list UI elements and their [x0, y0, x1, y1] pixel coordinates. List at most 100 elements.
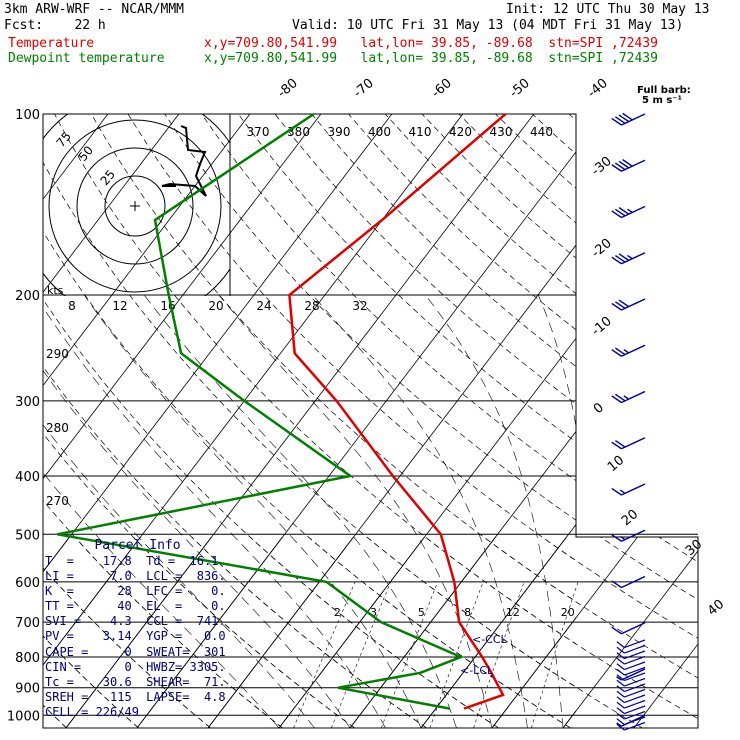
- theta-label: 410: [409, 125, 432, 139]
- isotherm: [491, 617, 576, 728]
- moist-adiabat: [218, 294, 493, 728]
- parcel-info-title: Parcel Info: [94, 538, 181, 553]
- barb-flag: [616, 718, 625, 725]
- barb-staff: [624, 655, 646, 665]
- speed-tick-label: 32: [352, 299, 367, 313]
- wind-barb-low: [616, 666, 646, 676]
- dry-adiabat: [43, 635, 139, 728]
- parcel-row: LI = 7.0 LCL = 836.: [45, 569, 226, 584]
- barb-legend-title: Full barb:: [637, 85, 691, 96]
- hodograph-center: [130, 201, 140, 211]
- moist-adiabat: [43, 306, 386, 728]
- mixing-ratio-label: 5: [418, 606, 425, 619]
- barb-half: [616, 722, 622, 727]
- wind-barb-low: [616, 644, 646, 654]
- dry-adiabat: [275, 114, 740, 728]
- isotherm-label: 20: [619, 507, 641, 529]
- barb-half: [616, 676, 622, 681]
- barb-staff: [624, 672, 646, 682]
- barb-flag: [611, 117, 622, 126]
- barb-flag: [611, 580, 622, 589]
- isotherm: [634, 114, 740, 728]
- theta-label-left: 290: [46, 347, 69, 361]
- barb-staff: [624, 694, 646, 704]
- isotherm: [43, 114, 393, 573]
- speed-tick-label: 24: [256, 299, 271, 313]
- wind-barb-low: [616, 639, 646, 649]
- hodograph-ring-label: 25: [98, 167, 119, 188]
- theta-label-left: 280: [46, 421, 69, 435]
- isotherm-label: -10: [589, 314, 615, 339]
- dry-adiabat: [532, 114, 576, 155]
- isotherm: [562, 710, 576, 728]
- barb-staff: [621, 390, 646, 404]
- mixing-ratio-label: 3: [370, 606, 377, 619]
- isotherm: [562, 550, 698, 728]
- barb-flag: [611, 302, 622, 311]
- wind-barb-low: [616, 677, 646, 687]
- barb-flag: [615, 208, 626, 217]
- dry-adiabat: [349, 114, 740, 728]
- isotherm-label: 0: [591, 400, 607, 417]
- moist-adiabat: [83, 294, 422, 728]
- barb-flag: [616, 685, 625, 692]
- isotherm-label: -20: [589, 236, 615, 261]
- barb-flag: [615, 347, 626, 356]
- isotherm: [705, 114, 740, 728]
- theta-label-left: 270: [46, 494, 69, 508]
- dry-adiabat: [658, 537, 698, 563]
- barb-flag: [615, 439, 626, 448]
- mixing-ratio-line: [331, 581, 391, 728]
- barb-staff: [621, 483, 646, 496]
- isotherm: [43, 114, 251, 387]
- barb-flag: [611, 534, 622, 542]
- wind-barb: [611, 344, 646, 357]
- barb-flag: [616, 674, 625, 681]
- wind-barbs: [611, 112, 646, 731]
- barb-flag: [615, 301, 626, 309]
- wind-barb-low: [616, 683, 646, 693]
- barb-staff: [621, 622, 646, 635]
- barb-half: [619, 489, 626, 494]
- barb-staff: [621, 529, 646, 542]
- isotherm: [43, 537, 142, 666]
- isotherms-lower: [43, 537, 698, 728]
- isotherm: [491, 537, 639, 728]
- wind-barb: [611, 252, 646, 265]
- barb-flag: [616, 723, 625, 731]
- barb-half: [623, 395, 630, 400]
- sounding-profiles: [57, 112, 507, 710]
- barb-staff: [621, 575, 646, 589]
- theta-label: 380: [287, 125, 310, 139]
- temperature-station-info: x,y=709.80,541.99 lat,lon= 39.85, -89.68…: [204, 36, 658, 51]
- pressure-label: 700: [15, 616, 40, 631]
- dry-adiabat: [43, 567, 211, 728]
- dry-adiabat: [568, 114, 576, 121]
- isotherm: [0, 114, 37, 728]
- parcel-row: SVI = 4.3 CCL = 741.: [45, 614, 226, 629]
- dry-adiabat: [312, 114, 740, 728]
- barb-flag: [622, 159, 633, 167]
- barb-flag: [618, 253, 630, 261]
- pressure-label: 400: [15, 470, 40, 485]
- model-title: 3km ARW-WRF -- NCAR/MMM: [4, 2, 185, 17]
- valid-time: Valid: 10 UTC Fri 31 May 13 (04 MDT Fri …: [292, 18, 684, 33]
- pressure-label: 200: [15, 289, 40, 304]
- barb-staff: [624, 721, 646, 731]
- parcel-row: SREH = 115 LAPSE= 4.8: [45, 689, 226, 704]
- parcel-row: CELL = 226/49: [45, 704, 139, 719]
- lcl-marker: <-LCL: [460, 664, 494, 677]
- barb-flag: [611, 487, 622, 496]
- isotherm: [349, 537, 497, 728]
- barb-staff: [624, 683, 646, 693]
- dry-adiabat: [495, 114, 576, 189]
- parcel-row: PV = 3.14 YGP = 0.0: [45, 629, 226, 644]
- barb-staff: [624, 710, 646, 720]
- wind-barb-low: [616, 705, 646, 715]
- theta-label: 430: [490, 125, 513, 139]
- moist-adiabat: [143, 294, 457, 728]
- barb-flag: [611, 210, 622, 219]
- parcel-info-panel: Parcel Info T = 17.8 Td = 16.1 LI = 7.0 L…: [45, 538, 230, 720]
- barb-flag: [616, 652, 625, 659]
- moist-adiabat: [43, 472, 280, 728]
